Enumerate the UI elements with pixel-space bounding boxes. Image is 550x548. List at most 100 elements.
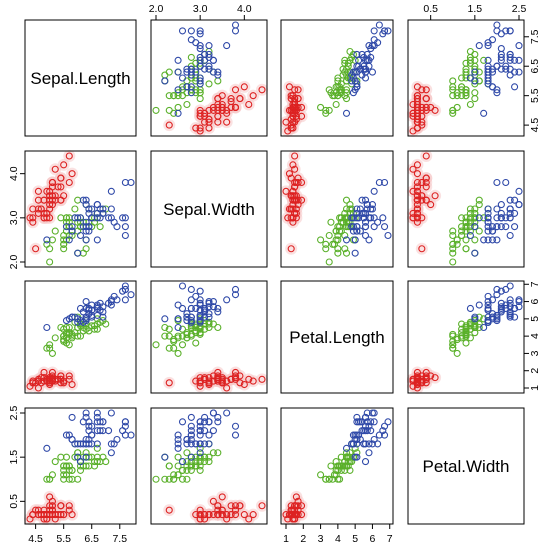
data-point-group3-6 (174, 323, 182, 332)
variable-label-petal-length: Petal.Length (289, 328, 384, 347)
data-point-group2-33 (353, 449, 361, 457)
point-halo (247, 89, 260, 102)
tick-label: 0.5 (423, 3, 438, 15)
data-point-group1-23 (294, 201, 302, 209)
data-point-group3-14 (353, 413, 361, 421)
data-point-group1-43 (46, 192, 54, 200)
data-point-group1-18 (65, 506, 73, 514)
data-point-group3-20 (99, 205, 107, 213)
data-point-group3-3 (361, 218, 370, 226)
tick-label: 5.5 (56, 533, 71, 545)
point-halo (256, 83, 268, 96)
data-point-group3-31 (375, 178, 383, 187)
data-point-group2-6 (209, 320, 217, 328)
data-point-group1-21 (227, 502, 235, 510)
data-point-group1-22 (34, 187, 42, 195)
data-point-group2-23 (187, 466, 195, 474)
panel-frame-petal-length-vs-petal-length (280, 280, 394, 394)
data-point-group1-8 (413, 218, 421, 226)
tick-label: 2 (300, 533, 306, 545)
data-point-group3-38 (348, 77, 356, 85)
data-point-group3-38 (484, 318, 492, 326)
data-point-group3-22 (493, 223, 501, 231)
data-point-group2-13 (466, 218, 474, 226)
data-point-group1-10 (57, 183, 65, 191)
data-point-group1-33 (413, 161, 421, 169)
data-point-group2-11 (471, 329, 479, 337)
data-point-group3-2 (367, 427, 375, 435)
data-point-group2-9 (51, 227, 59, 235)
data-point-group3-40 (201, 413, 209, 421)
data-point-group3-46 (174, 315, 182, 323)
data-point-group3-47 (88, 431, 96, 439)
data-point-group1-8 (192, 511, 200, 519)
data-point-group3-47 (493, 62, 501, 70)
data-point-group3-29 (196, 301, 204, 309)
data-point-group1-14 (68, 170, 76, 178)
data-point-group3-46 (82, 315, 90, 323)
panel-frame-sepal-width-vs-petal-width (407, 150, 525, 268)
data-point-group3-49 (196, 440, 204, 448)
data-point-group3-37 (201, 440, 209, 448)
data-point-group2-10 (325, 258, 333, 266)
point-halo (163, 504, 176, 517)
tick-label: 7 (387, 533, 393, 545)
data-point-group3-14 (511, 313, 519, 321)
data-point-group2-20 (205, 80, 213, 88)
data-point-group3-21 (62, 223, 71, 231)
data-point-group2-32 (183, 334, 191, 342)
tick-label: 2.0 (149, 3, 164, 15)
tick-label: 1.5 (468, 3, 483, 15)
data-point-group3-0 (82, 298, 90, 306)
data-point-group2-48 (317, 236, 325, 244)
data-point-group1-26 (422, 106, 430, 114)
data-point-group3-33 (471, 313, 479, 321)
data-point-group3-38 (196, 318, 204, 326)
data-point-group2-48 (317, 471, 325, 479)
data-point-group3-46 (351, 435, 359, 444)
data-point-group3-23 (349, 227, 357, 235)
data-point-group2-9 (183, 100, 191, 109)
data-point-group1-32 (245, 515, 253, 523)
data-point-group2-6 (346, 449, 354, 457)
tick-label: 2.5 (8, 406, 20, 421)
data-point-group2-32 (458, 227, 466, 235)
tick-label: 4.0 (237, 3, 252, 15)
data-point-group2-26 (466, 318, 474, 326)
data-point-group2-42 (334, 466, 342, 474)
data-point-group3-49 (484, 80, 492, 88)
data-point-group3-29 (475, 301, 483, 309)
data-point-group1-34 (291, 209, 299, 217)
data-point-group3-22 (187, 431, 195, 439)
data-point-group1-36 (218, 92, 226, 100)
point-halo (29, 242, 42, 255)
data-point-group2-8 (462, 322, 470, 330)
data-point-group2-36 (471, 56, 479, 64)
data-point-group2-44 (183, 462, 191, 470)
point-halo (163, 119, 176, 132)
data-point-group2-45 (196, 466, 204, 474)
data-point-group3-37 (484, 306, 492, 314)
data-point-group1-43 (218, 493, 226, 501)
data-point-group2-3 (165, 92, 173, 100)
data-point-group3-19 (74, 249, 82, 257)
data-point-group2-31 (329, 240, 337, 248)
data-point-group1-47 (205, 377, 213, 385)
data-point-group3-29 (365, 449, 373, 457)
data-point-group3-25 (368, 440, 376, 448)
data-point-group1-9 (409, 209, 417, 217)
data-point-group2-31 (449, 337, 457, 345)
data-point-group2-29 (178, 341, 187, 349)
data-point-group3-32 (85, 422, 93, 430)
data-point-group3-32 (502, 223, 510, 231)
data-point-group3-22 (493, 285, 501, 294)
data-point-group2-5 (187, 323, 195, 332)
data-point-group3-47 (493, 311, 501, 319)
data-point-group3-31 (493, 291, 501, 299)
data-point-group1-23 (209, 497, 217, 505)
point-halo (229, 83, 242, 96)
data-point-group2-26 (96, 223, 104, 231)
data-point-group3-22 (380, 223, 389, 231)
data-point-group2-47 (192, 462, 200, 470)
data-point-group1-49 (413, 106, 421, 114)
